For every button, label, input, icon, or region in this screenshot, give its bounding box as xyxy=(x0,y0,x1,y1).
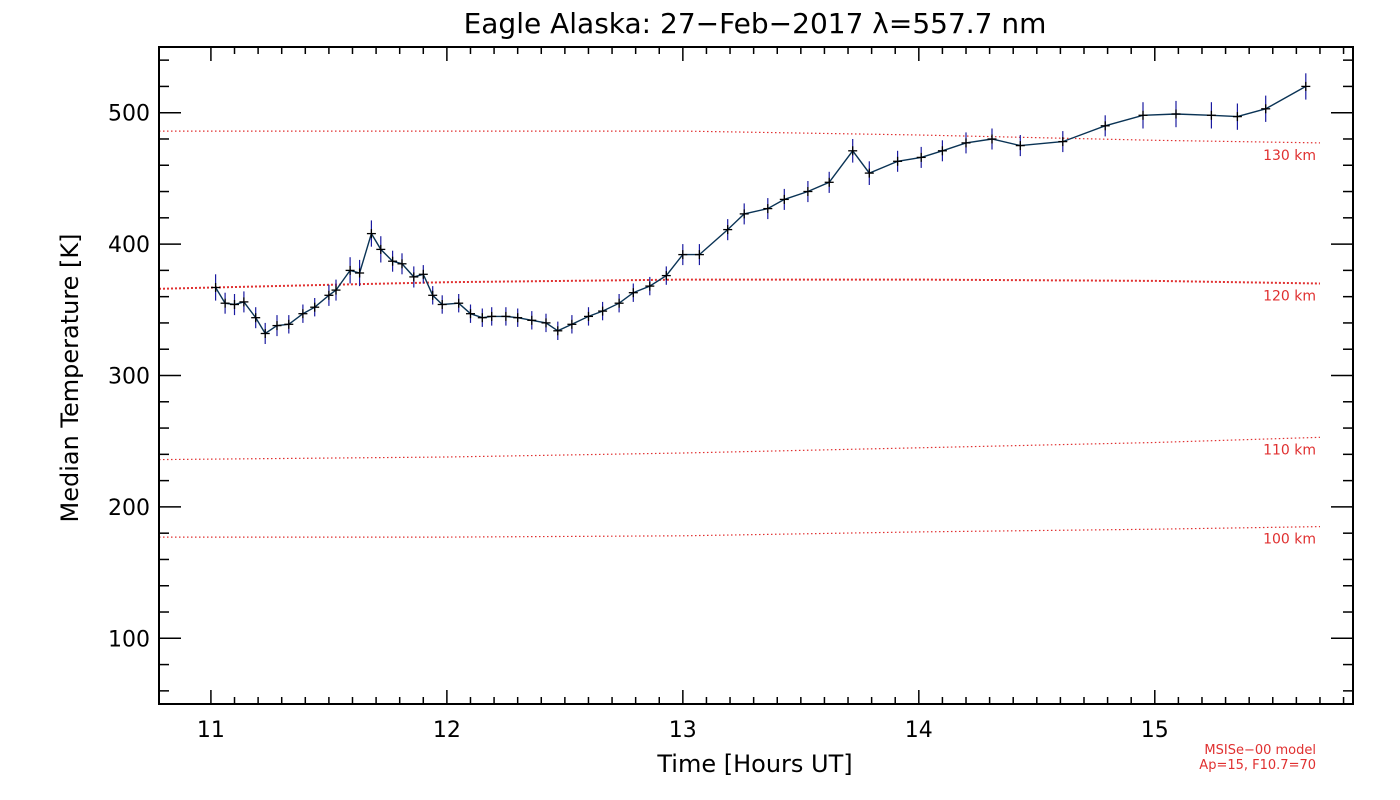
data-point-45 xyxy=(824,177,834,187)
data-point-17 xyxy=(397,259,407,269)
x-tick-label-0: 11 xyxy=(197,718,225,743)
data-point-6 xyxy=(272,321,282,331)
data-point-39 xyxy=(694,250,704,260)
data-point-61 xyxy=(1301,81,1311,91)
data-point-24 xyxy=(477,313,487,323)
data-point-60 xyxy=(1261,104,1271,114)
data-point-14 xyxy=(366,229,376,239)
data-point-8 xyxy=(298,309,308,319)
data-point-56 xyxy=(1138,110,1148,120)
data-point-19 xyxy=(418,269,428,279)
data-point-55 xyxy=(1100,121,1110,131)
data-series xyxy=(211,73,1311,344)
reference-curve-2 xyxy=(158,436,1321,461)
reference-curve-1 xyxy=(158,278,1321,290)
data-point-54 xyxy=(1058,137,1068,147)
data-point-49 xyxy=(916,152,926,162)
series-line-0 xyxy=(215,85,1307,335)
data-point-51 xyxy=(961,138,971,148)
data-point-1 xyxy=(220,298,230,308)
x-tick-label-1: 12 xyxy=(433,718,461,743)
data-point-4 xyxy=(251,313,261,323)
y-tick-label-1: 200 xyxy=(108,496,150,521)
data-point-35 xyxy=(628,288,638,298)
data-point-5 xyxy=(260,329,270,338)
data-point-41 xyxy=(739,209,749,219)
y-tick-label-3: 400 xyxy=(108,233,150,258)
reference-label-0: 130 km xyxy=(1263,148,1316,164)
data-point-46 xyxy=(848,146,858,156)
data-point-22 xyxy=(454,298,464,308)
x-axis-label: Time [Hours UT] xyxy=(656,750,852,778)
reference-curves: 130 km 120 km 110 km 100 km xyxy=(158,130,1321,548)
data-point-32 xyxy=(584,311,593,321)
data-point-15 xyxy=(376,244,386,254)
reference-label-1: 120 km xyxy=(1263,289,1316,305)
data-point-21 xyxy=(437,300,447,309)
data-point-25 xyxy=(487,311,497,321)
x-tick-label-3: 14 xyxy=(905,718,933,743)
data-point-30 xyxy=(553,326,563,336)
data-point-26 xyxy=(501,311,511,321)
data-point-12 xyxy=(345,265,355,275)
data-point-58 xyxy=(1206,110,1216,120)
data-point-50 xyxy=(937,146,947,156)
x-tick-label-4: 15 xyxy=(1141,718,1169,743)
model-note-line-2: Ap=15, F10.7=70 xyxy=(1199,758,1316,773)
y-tick-label-0: 100 xyxy=(108,627,150,652)
data-point-36 xyxy=(645,281,655,291)
data-point-11 xyxy=(331,285,341,295)
data-point-40 xyxy=(723,225,733,235)
data-point-53 xyxy=(1015,141,1025,151)
data-point-9 xyxy=(310,302,320,312)
reference-curve-0 xyxy=(159,130,1321,144)
data-point-23 xyxy=(466,309,475,319)
data-point-16 xyxy=(388,256,398,266)
data-point-57 xyxy=(1171,109,1181,119)
data-point-48 xyxy=(893,156,903,166)
data-point-28 xyxy=(527,315,537,325)
data-point-0 xyxy=(211,283,221,292)
data-point-47 xyxy=(864,168,874,178)
data-point-7 xyxy=(284,319,294,329)
data-point-44 xyxy=(803,187,813,196)
data-point-18 xyxy=(409,272,419,282)
data-point-38 xyxy=(678,250,688,260)
data-point-20 xyxy=(428,290,438,300)
data-point-42 xyxy=(763,204,773,214)
data-point-27 xyxy=(513,313,523,323)
data-point-52 xyxy=(987,134,997,144)
plot-axes: 11 12 13 14 15 100 200 300 400 500 xyxy=(108,46,1354,743)
data-point-59 xyxy=(1232,112,1242,122)
data-point-2 xyxy=(230,300,239,309)
data-point-13 xyxy=(355,268,365,278)
data-point-3 xyxy=(239,297,249,307)
y-tick-label-4: 500 xyxy=(108,102,150,127)
x-tick-label-2: 13 xyxy=(669,718,697,743)
data-point-43 xyxy=(779,194,789,204)
y-axis-label: Median Temperature [K] xyxy=(56,233,84,522)
data-point-10 xyxy=(324,290,334,300)
data-point-33 xyxy=(598,306,608,316)
model-note-line-1: MSISe−00 model xyxy=(1204,743,1316,758)
plot-frame xyxy=(158,46,1354,705)
reference-curve-3 xyxy=(159,526,1321,538)
chart-title: Eagle Alaska: 27−Feb−2017 λ=557.7 nm xyxy=(464,7,1047,40)
data-point-37 xyxy=(661,271,671,281)
data-point-34 xyxy=(614,298,624,308)
reference-label-3: 100 km xyxy=(1263,532,1316,548)
data-point-29 xyxy=(541,318,551,328)
y-tick-label-2: 300 xyxy=(108,365,150,390)
data-point-31 xyxy=(567,319,577,329)
reference-label-2: 110 km xyxy=(1263,442,1316,458)
